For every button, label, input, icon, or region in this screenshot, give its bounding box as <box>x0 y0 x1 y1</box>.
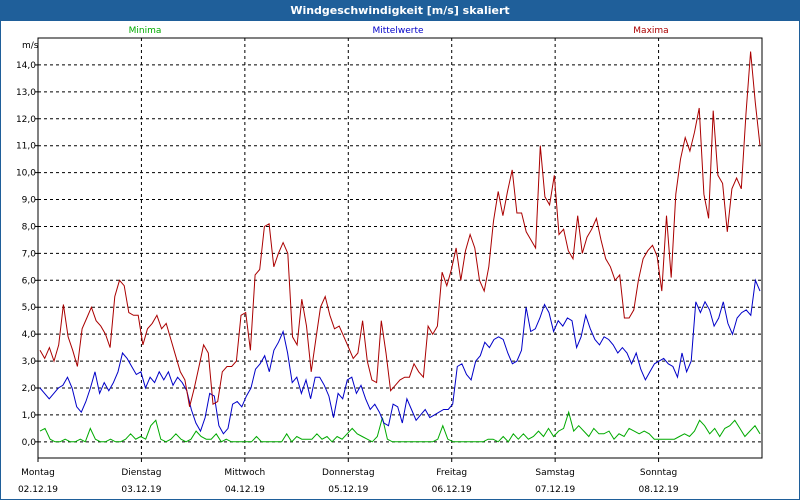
x-tick-date: 06.12.19 <box>432 485 472 495</box>
y-tick-label: 2,0 <box>22 384 37 394</box>
x-tick-day: Freitag <box>436 468 467 478</box>
y-tick-label: 11,0 <box>16 142 36 152</box>
legend: Minima Mittelwerte Maxima <box>129 26 669 36</box>
x-tick-date: 04.12.19 <box>225 485 265 495</box>
y-tick-label: 5,0 <box>22 303 37 313</box>
series-maxima-line <box>39 51 761 407</box>
plot-area <box>37 37 763 459</box>
series-lines <box>39 51 761 443</box>
y-axis-label: m/s <box>22 41 39 51</box>
y-tick-label: 3,0 <box>22 357 37 367</box>
series-minima-line <box>39 410 761 443</box>
series-mittelwerte-line <box>39 278 761 435</box>
y-tick-label: 12,0 <box>16 115 36 125</box>
x-tick-day: Dienstag <box>121 468 161 478</box>
x-tick-day: Montag <box>21 468 55 478</box>
y-tick-label: 4,0 <box>22 330 37 340</box>
x-tick-day: Mittwoch <box>224 468 265 478</box>
x-tick-date: 07.12.19 <box>535 485 575 495</box>
legend-maxima: Maxima <box>633 26 668 36</box>
x-tick-day: Donnerstag <box>322 468 375 478</box>
y-tick-label: 0,0 <box>22 438 37 448</box>
legend-mittelwerte: Mittelwerte <box>372 26 423 36</box>
legend-minima: Minima <box>129 26 162 36</box>
y-axis: 0,0 1,0 2,0 3,0 4,0 5,0 6,0 7,0 8,0 9,0 10,0 11,0 12… <box>16 41 39 448</box>
y-tick-label: 13,0 <box>16 88 36 98</box>
chart-title: Windgeschwindigkeit [m/s] skaliert <box>1 1 799 21</box>
x-tick-date: 05.12.19 <box>328 485 368 495</box>
x-axis: Montag 02.12.19 Dienstag 03.12.19 Mittwoch 04… <box>18 458 679 495</box>
x-tick-day: Sonntag <box>640 468 677 478</box>
x-tick-day: Samstag <box>535 468 574 478</box>
y-tick-label: 6,0 <box>22 276 37 286</box>
y-tick-label: 14,0 <box>16 61 36 71</box>
y-tick-label: 1,0 <box>22 411 37 421</box>
x-tick-date: 02.12.19 <box>18 485 58 495</box>
y-tick-label: 8,0 <box>22 222 37 232</box>
y-tick-label: 9,0 <box>22 196 37 206</box>
x-tick-date: 08.12.19 <box>639 485 679 495</box>
x-tick-date: 03.12.19 <box>121 485 161 495</box>
y-tick-label: 10,0 <box>16 169 36 179</box>
y-tick-label: 7,0 <box>22 249 37 259</box>
